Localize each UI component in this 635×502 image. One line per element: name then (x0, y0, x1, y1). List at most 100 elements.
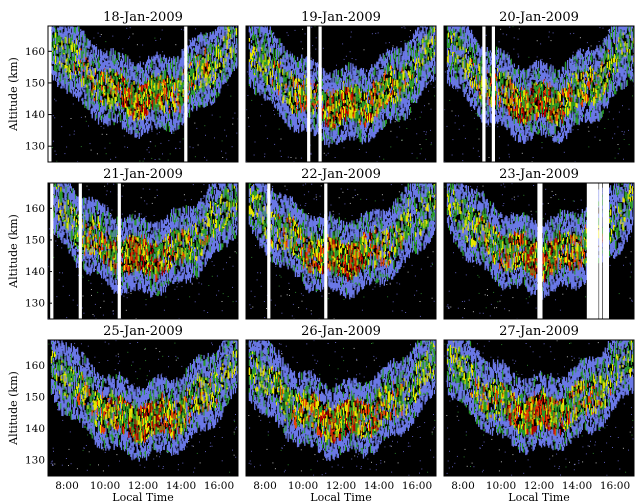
echo-mark (287, 98, 289, 104)
echo-mark (69, 50, 71, 57)
echo-mark (365, 104, 368, 113)
echo-mark (343, 99, 346, 104)
echo-mark (102, 99, 104, 106)
echo-mark (82, 83, 84, 91)
echo-mark (176, 84, 178, 89)
echo-mark (82, 67, 84, 72)
echo-mark (362, 111, 365, 116)
echo-mark (222, 68, 224, 73)
echo-mark (279, 68, 281, 73)
noise-dot (142, 160, 144, 162)
echo-mark (84, 36, 86, 43)
echo-mark (56, 67, 58, 75)
echo-mark (179, 96, 181, 102)
echo-mark (327, 127, 329, 135)
echo-mark (178, 125, 180, 129)
echo-mark (144, 88, 147, 91)
echo-mark (66, 81, 68, 88)
echo-mark (119, 84, 122, 87)
echo-mark (50, 41, 53, 50)
echo-mark (260, 67, 262, 72)
echo-mark (411, 78, 414, 87)
echo-mark (137, 63, 139, 71)
echo-mark (182, 108, 184, 116)
echo-mark (213, 67, 216, 74)
echo-mark (116, 64, 118, 72)
echo-mark (406, 94, 408, 101)
echo-mark (400, 108, 402, 116)
echo-mark (182, 50, 184, 56)
echo-mark (262, 82, 264, 86)
echo-mark (54, 33, 56, 41)
echo-mark (232, 19, 233, 23)
echo-mark (134, 96, 136, 104)
echo-mark (188, 106, 191, 113)
echo-mark (59, 77, 61, 80)
echo-mark (286, 98, 288, 104)
echo-mark (377, 102, 379, 109)
echo-mark (149, 99, 151, 104)
echo-mark (167, 100, 170, 108)
echo-mark (210, 34, 212, 43)
echo-mark (228, 45, 230, 50)
echo-mark (278, 98, 280, 103)
echo-mark (171, 107, 173, 110)
echo-mark (60, 26, 62, 30)
echo-mark (200, 87, 202, 92)
echo-mark (374, 118, 376, 121)
noise-dot (425, 133, 427, 135)
echo-mark (119, 99, 122, 107)
echo-mark (372, 130, 374, 138)
echo-mark (388, 115, 391, 119)
noise-dot (325, 154, 327, 156)
echo-mark (222, 26, 224, 29)
echo-mark (202, 94, 204, 97)
echo-mark (414, 86, 416, 94)
echo-mark (168, 125, 171, 132)
echo-mark (67, 76, 69, 79)
echo-mark (89, 70, 91, 76)
echo-mark (227, 38, 229, 47)
echo-mark (118, 52, 121, 61)
echo-mark (165, 122, 168, 132)
echo-mark (276, 65, 278, 72)
echo-mark (64, 50, 66, 54)
echo-mark (217, 49, 219, 53)
noise-dot (300, 157, 302, 159)
echo-mark (195, 80, 197, 85)
echo-mark (198, 85, 200, 91)
echo-mark (74, 71, 77, 75)
echo-mark (269, 71, 271, 79)
echo-mark (55, 48, 57, 55)
echo-mark (139, 66, 141, 74)
echo-mark (335, 128, 337, 135)
echo-mark (110, 82, 112, 87)
echo-mark (388, 92, 391, 99)
echo-mark (75, 40, 78, 45)
echo-mark (123, 105, 125, 108)
echo-mark (353, 132, 355, 141)
echo-mark (402, 90, 404, 98)
echo-mark (102, 73, 104, 80)
echo-mark (181, 102, 183, 111)
echo-mark (201, 36, 203, 44)
noise-dot (423, 131, 425, 132)
echo-mark (108, 64, 110, 68)
echo-mark (266, 76, 268, 85)
echo-mark (195, 38, 197, 41)
echo-mark (345, 113, 347, 122)
echo-mark (262, 77, 264, 82)
echo-mark (119, 64, 122, 67)
echo-mark (111, 67, 113, 76)
echo-mark (227, 26, 229, 32)
echo-mark (286, 98, 288, 101)
echo-mark (77, 90, 79, 97)
echo-mark (280, 79, 282, 86)
echo-mark (198, 37, 200, 42)
echo-mark (193, 85, 195, 91)
echo-mark (233, 16, 234, 22)
echo-mark (152, 86, 154, 92)
echo-mark (356, 111, 358, 119)
echo-mark (129, 76, 131, 80)
echo-mark (91, 71, 93, 77)
